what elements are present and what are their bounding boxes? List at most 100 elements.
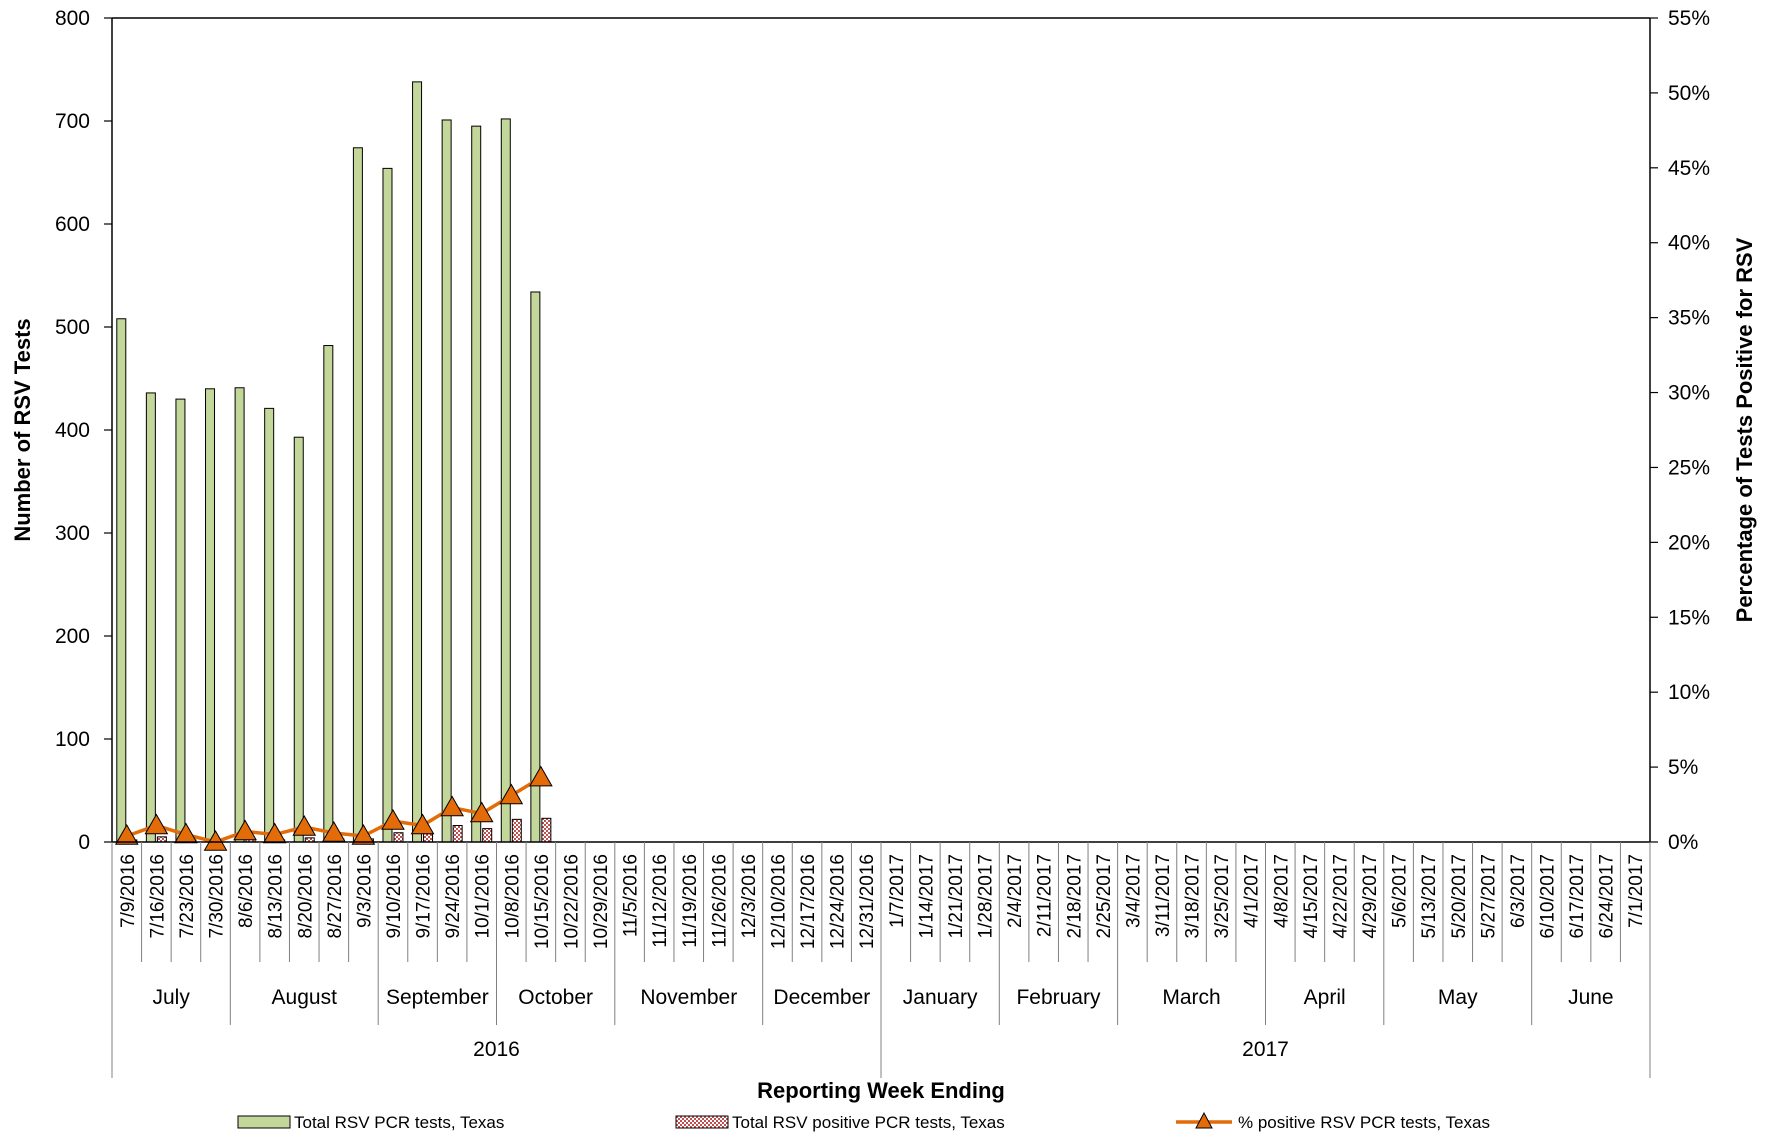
x-tick-label: 4/29/2017: [1360, 854, 1381, 939]
x-tick-label: 4/15/2017: [1301, 854, 1322, 939]
x-tick-label: 11/19/2016: [680, 854, 701, 948]
x-tick-label: 12/10/2016: [768, 854, 789, 949]
x-tick-label: 11/5/2016: [621, 854, 642, 937]
line-point-marker: [440, 795, 464, 817]
x-tick-label: 8/20/2016: [295, 854, 316, 939]
y2-tick-label: 55%: [1668, 7, 1710, 30]
x-tick-label: 5/13/2017: [1419, 854, 1440, 939]
bar-total-tests: [145, 392, 156, 843]
y-tick-label: 500: [55, 316, 90, 339]
month-label: June: [1568, 986, 1614, 1009]
x-tick-label: 4/8/2017: [1271, 854, 1292, 928]
x-tick-label: 6/24/2017: [1597, 854, 1618, 939]
x-tick-label: 9/3/2016: [354, 854, 375, 928]
bar-total-tests: [293, 436, 304, 843]
y2-tick-label: 35%: [1668, 307, 1710, 330]
x-tick-label: 10/29/2016: [591, 854, 612, 949]
x-tick-label: 11/26/2016: [709, 854, 730, 948]
bar-total-tests: [471, 125, 482, 843]
x-tick-label: 3/11/2017: [1153, 854, 1174, 937]
x-tick-label: 7/9/2016: [118, 854, 139, 928]
y2-tick-label: 50%: [1668, 82, 1710, 105]
bar-total-tests: [175, 398, 186, 843]
x-tick-label: 8/6/2016: [236, 854, 257, 928]
x-tick-label: 11/12/2016: [650, 854, 671, 948]
legend-swatch-positive: [675, 1115, 729, 1129]
y-tick-label: 800: [55, 7, 90, 30]
x-tick-label: 10/8/2016: [502, 854, 523, 939]
x-tick-label: 7/16/2016: [147, 854, 168, 939]
y2-tick-label: 25%: [1668, 456, 1710, 479]
bar-total-tests: [264, 407, 275, 843]
x-tick-label: 6/3/2017: [1508, 854, 1529, 928]
legend-label-total: Total RSV PCR tests, Texas: [294, 1113, 504, 1132]
bar-positive-tests: [452, 825, 463, 843]
x-tick-label: 12/24/2016: [828, 854, 849, 949]
x-tick-label: 2/4/2017: [1005, 854, 1026, 928]
bar-total-tests: [323, 345, 334, 843]
line-point-marker: [114, 823, 139, 845]
legend-label-positive: Total RSV positive PCR tests, Texas: [732, 1113, 1005, 1132]
x-tick-label: 5/27/2017: [1478, 854, 1499, 939]
x-tick-label: 8/27/2016: [325, 854, 346, 939]
bar-total-tests: [116, 318, 127, 843]
month-label: July: [152, 986, 190, 1009]
x-tick-label: 9/17/2016: [414, 854, 435, 939]
bar-positive-tests: [541, 817, 552, 843]
y-tick-label: 200: [55, 625, 90, 648]
bar-total-tests: [441, 119, 452, 843]
line-point-marker: [203, 829, 228, 851]
x-tick-label: 10/1/2016: [473, 854, 494, 939]
line-point-marker: [292, 815, 317, 836]
x-tick-label: 5/6/2017: [1390, 854, 1411, 928]
bar-total-tests: [500, 118, 511, 843]
line-point-marker: [351, 823, 376, 845]
x-tick-label: 1/14/2017: [916, 854, 937, 939]
y-tick-label: 100: [55, 728, 90, 751]
bar-positive-tests: [511, 818, 522, 843]
y2-tick-label: 20%: [1668, 531, 1710, 554]
x-tick-label: 12/17/2016: [798, 854, 819, 949]
y-tick-label: 0: [78, 831, 90, 854]
month-label: October: [518, 986, 593, 1009]
legend-label-percent: % positive RSV PCR tests, Texas: [1238, 1113, 1490, 1132]
line-point-marker: [499, 783, 524, 805]
y-tick-label: 600: [55, 213, 90, 236]
line-point-marker: [262, 822, 287, 844]
line-point-marker: [381, 809, 405, 830]
x-tick-label: 3/4/2017: [1123, 854, 1144, 928]
y2-tick-label: 45%: [1668, 157, 1710, 180]
bar-positive-tests: [393, 832, 404, 843]
x-tick-label: 9/10/2016: [384, 854, 405, 939]
month-label: February: [1016, 986, 1101, 1009]
x-tick-label: 12/31/2016: [857, 854, 878, 949]
bar-total-tests: [412, 81, 423, 843]
x-tick-label: 4/1/2017: [1242, 854, 1263, 928]
x-tick-label: 2/25/2017: [1094, 854, 1115, 939]
month-label: May: [1438, 986, 1478, 1009]
y-tick-label: 300: [55, 522, 90, 545]
legend-swatch-total: [237, 1115, 291, 1129]
year-label: 2016: [473, 1038, 520, 1061]
bar-total-tests: [382, 167, 393, 843]
month-label: April: [1304, 986, 1346, 1009]
x-tick-label: 3/18/2017: [1183, 854, 1204, 939]
bar-total-tests: [205, 388, 216, 843]
x-tick-label: 12/3/2016: [739, 854, 760, 939]
x-tick-label: 1/7/2017: [887, 854, 908, 928]
bar-total-tests: [530, 291, 541, 843]
y2-axis-title: Percentage of Tests Positive for RSV: [1732, 237, 1757, 622]
month-label: December: [773, 986, 870, 1009]
x-tick-label: 1/28/2017: [976, 854, 997, 939]
line-point-marker: [233, 819, 257, 841]
month-label: November: [640, 986, 737, 1009]
line-point-marker: [174, 822, 198, 844]
x-tick-label: 10/15/2016: [532, 854, 553, 949]
bar-positive-tests: [482, 828, 493, 843]
bar-total-tests: [234, 387, 245, 843]
month-label: September: [386, 986, 489, 1009]
y2-tick-label: 10%: [1668, 681, 1710, 704]
x-tick-label: 9/24/2016: [443, 854, 464, 939]
x-tick-label: 2/11/2017: [1035, 854, 1056, 937]
